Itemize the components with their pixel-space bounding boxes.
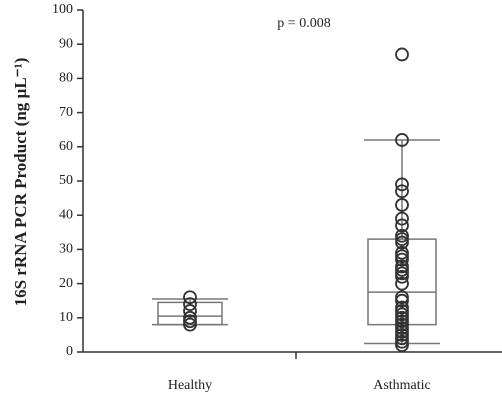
y-axis-label: 16S rRNA PCR Product (ng µL⁻¹) bbox=[11, 58, 30, 307]
data-point bbox=[395, 133, 409, 147]
data-point bbox=[395, 245, 409, 260]
data-point bbox=[395, 327, 409, 342]
data-point bbox=[395, 310, 409, 325]
data-point bbox=[395, 232, 409, 247]
y-tick-label: 40 bbox=[59, 207, 73, 222]
data-point bbox=[395, 184, 409, 199]
data-point bbox=[395, 290, 409, 305]
data-point bbox=[183, 314, 197, 329]
data-point bbox=[395, 324, 409, 339]
data-point bbox=[183, 290, 197, 305]
data-point bbox=[395, 177, 409, 192]
y-tick-label: 0 bbox=[66, 344, 73, 359]
data-point bbox=[395, 235, 409, 250]
y-tick-label: 70 bbox=[59, 105, 73, 120]
y-tick-label: 90 bbox=[59, 36, 73, 51]
y-tick-label: 100 bbox=[52, 2, 73, 17]
data-point bbox=[395, 47, 409, 62]
data-point bbox=[395, 249, 409, 264]
data-point bbox=[395, 338, 409, 353]
y-tick-label: 10 bbox=[59, 310, 73, 325]
data-point bbox=[395, 317, 409, 332]
data-point bbox=[395, 314, 409, 329]
data-point bbox=[183, 297, 197, 312]
x-tick-label: Healthy bbox=[168, 378, 212, 393]
data-point bbox=[395, 263, 409, 277]
annotation: p = 0.008 bbox=[277, 16, 330, 31]
data-point bbox=[395, 304, 409, 318]
data-point bbox=[183, 310, 197, 325]
data-point bbox=[395, 228, 409, 243]
y-tick-label: 30 bbox=[59, 242, 73, 257]
data-point bbox=[395, 276, 409, 291]
data-point bbox=[395, 334, 409, 349]
data-point bbox=[395, 307, 409, 322]
data-point bbox=[395, 266, 409, 281]
data-point bbox=[395, 293, 409, 308]
y-tick-label: 60 bbox=[59, 139, 73, 154]
data-point bbox=[395, 198, 409, 212]
data-point bbox=[395, 259, 409, 274]
y-tick-label: 80 bbox=[59, 71, 73, 86]
data-point bbox=[183, 317, 197, 332]
x-tick-label: Asthmatic bbox=[373, 378, 431, 393]
data-point bbox=[395, 252, 409, 267]
data-point bbox=[183, 304, 197, 318]
data-point bbox=[395, 211, 409, 226]
data-point bbox=[395, 218, 409, 233]
data-point bbox=[395, 269, 409, 284]
data-point bbox=[395, 321, 409, 335]
data-point bbox=[395, 331, 409, 346]
y-tick-label: 50 bbox=[59, 173, 73, 188]
data-point bbox=[395, 300, 409, 315]
y-tick-label: 20 bbox=[59, 276, 73, 291]
